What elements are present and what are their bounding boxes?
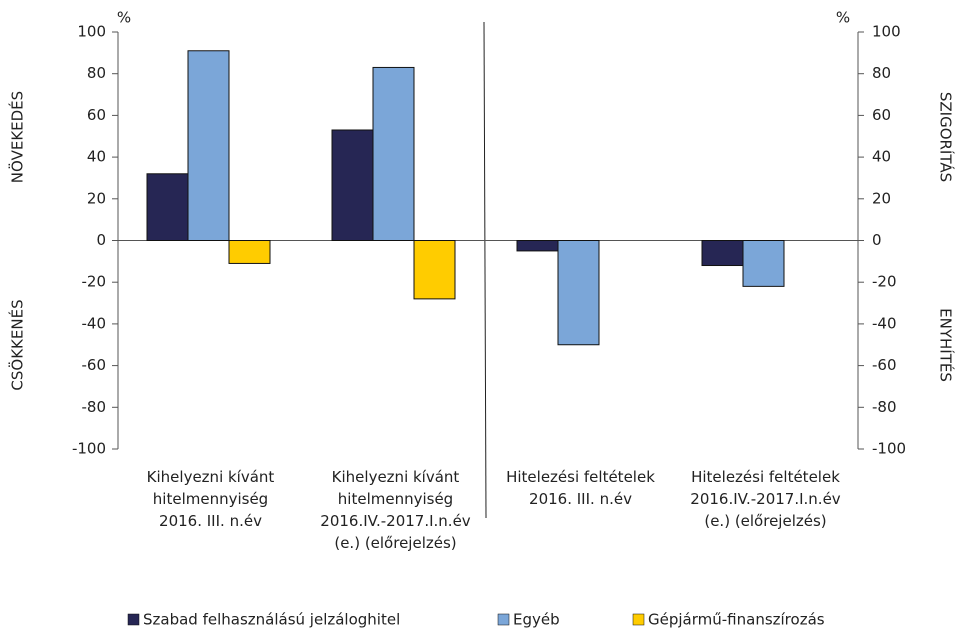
y2-tick-label: -60 (872, 356, 897, 374)
bar (413, 240, 456, 300)
y2-tick-label: 60 (872, 106, 891, 124)
bar (146, 173, 189, 241)
y-tick-label: 80 (87, 64, 106, 82)
bar (372, 66, 415, 241)
legend-label: Gépjármű-finanszírozás (648, 611, 825, 629)
y2-tick-label: 100 (872, 23, 901, 41)
legend-swatch (127, 613, 140, 626)
y-tick-label: -60 (82, 356, 107, 374)
y-tick-label: -100 (72, 440, 106, 458)
x-tick-label: Kihelyezni kívánt hitelmennyiség 2016.IV.-… (320, 468, 471, 552)
x-tick-label: Hitelezési feltételek 2016. III. n.év (506, 468, 655, 508)
y-tick-label: 100 (77, 23, 106, 41)
y-tick-label: 0 (96, 231, 106, 249)
y2-tick-label: 0 (872, 231, 882, 249)
y-label-bottom: CSÖKKENÉS (8, 299, 27, 390)
y-label-top: NÖVEKEDÉS (8, 91, 27, 183)
y-tick-label: -20 (82, 273, 107, 291)
bar (228, 240, 271, 264)
legend-swatch (497, 613, 510, 626)
bar (187, 50, 230, 241)
legend-label: Szabad felhasználású jelzáloghitel (143, 611, 400, 629)
bar (331, 129, 374, 241)
y-unit: % (117, 9, 131, 27)
y2-unit: % (836, 9, 850, 27)
y-tick-label: 60 (87, 106, 106, 124)
y2-tick-label: 40 (872, 148, 891, 166)
y-tick-label: -80 (82, 398, 107, 416)
x-tick-label: Kihelyezni kívánt hitelmennyiség 2016. III… (147, 468, 275, 530)
y2-tick-label: -40 (872, 314, 897, 332)
divider (483, 21, 487, 519)
y-tick-label: 40 (87, 148, 106, 166)
bar (557, 240, 600, 346)
y2-label-top: SZIGORÍTÁS (937, 92, 956, 182)
bar (516, 240, 559, 252)
legend-label: Egyéb (513, 611, 560, 629)
bar (701, 240, 744, 267)
y-tick-label: 20 (87, 189, 106, 207)
x-tick-label: Hitelezési feltételek 2016.IV.-2017.I.n.é… (690, 468, 841, 530)
y-tick-label: -40 (82, 314, 107, 332)
y2-tick-label: -80 (872, 398, 897, 416)
y2-tick-label: -100 (872, 440, 906, 458)
y2-label-bottom: ENYHÍTÉS (937, 308, 956, 382)
y2-tick-label: 80 (872, 64, 891, 82)
y2-tick-label: 20 (872, 189, 891, 207)
bar (742, 240, 785, 287)
legend-swatch (632, 613, 645, 626)
y2-tick-label: -20 (872, 273, 897, 291)
